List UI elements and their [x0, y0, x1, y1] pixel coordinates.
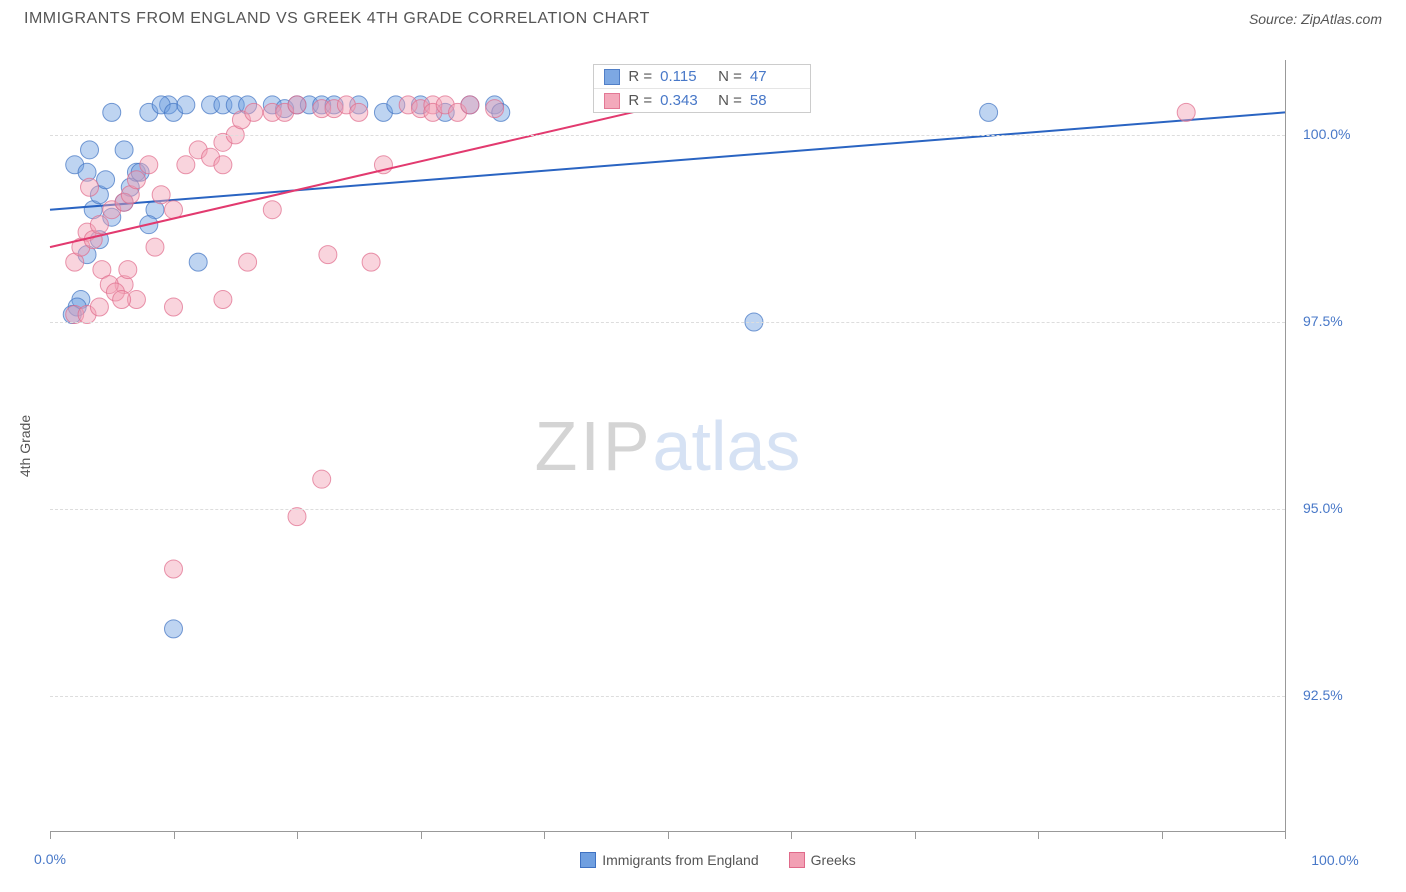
stats-r-label: R = [628, 92, 652, 109]
x-tick [50, 831, 51, 839]
scatter-point [113, 291, 131, 309]
x-tick [421, 831, 422, 839]
scatter-point [90, 216, 108, 234]
scatter-point [461, 96, 479, 114]
stats-swatch [604, 93, 620, 109]
scatter-point [313, 470, 331, 488]
source-name: ZipAtlas.com [1301, 11, 1382, 27]
scatter-point [103, 103, 121, 121]
scatter-point [239, 253, 257, 271]
x-tick [1162, 831, 1163, 839]
y-tick-label: 92.5% [1303, 687, 1343, 703]
y-tick-label: 100.0% [1303, 126, 1350, 142]
plot-svg [50, 60, 1285, 831]
stats-n-label: N = [718, 68, 742, 85]
scatter-point [350, 103, 368, 121]
chart-container: 4th Grade ZIPatlas R =0.115N =47R =0.343… [50, 60, 1386, 832]
scatter-point [486, 100, 504, 118]
legend-swatch-england [580, 852, 596, 868]
scatter-point [165, 560, 183, 578]
scatter-point [245, 103, 263, 121]
scatter-point [177, 96, 195, 114]
scatter-point [288, 508, 306, 526]
stats-n-value: 58 [750, 92, 800, 109]
scatter-point [177, 156, 195, 174]
scatter-point [1177, 103, 1195, 121]
stats-box: R = 0.115 N = 47 R = 0.343 N = 58 [593, 64, 811, 113]
scatter-point [214, 291, 232, 309]
stats-r-value: 0.115 [660, 68, 710, 85]
scatter-point [90, 298, 108, 316]
stats-n-label: N = [718, 92, 742, 109]
gridline [50, 322, 1285, 323]
source-label: Source: ZipAtlas.com [1249, 11, 1382, 27]
stats-r-label: R = [628, 68, 652, 85]
scatter-point [980, 103, 998, 121]
scatter-point [263, 201, 281, 219]
gridline [50, 135, 1285, 136]
gridline [50, 696, 1285, 697]
plot-area: ZIPatlas R =0.115N =47R =0.343N =58 92.5… [50, 60, 1286, 832]
y-tick-label: 97.5% [1303, 313, 1343, 329]
scatter-point [362, 253, 380, 271]
scatter-point [165, 620, 183, 638]
stats-row: R = 0.115 N = 47 [594, 65, 810, 89]
scatter-point [165, 201, 183, 219]
y-axis-label: 4th Grade [17, 415, 33, 477]
legend-swatch-greeks [789, 852, 805, 868]
scatter-point [288, 96, 306, 114]
scatter-point [115, 141, 133, 159]
x-tick [1038, 831, 1039, 839]
stats-row: R = 0.343 N = 58 [594, 89, 810, 112]
x-tick [915, 831, 916, 839]
scatter-point [214, 156, 232, 174]
legend-item-england: Immigrants from England [580, 852, 758, 868]
y-tick-label: 95.0% [1303, 500, 1343, 516]
scatter-point [146, 238, 164, 256]
scatter-point [97, 171, 115, 189]
scatter-point [81, 141, 99, 159]
stats-r-value: 0.343 [660, 92, 710, 109]
x-tick-label-right: 100.0% [1311, 852, 1358, 868]
scatter-point [140, 156, 158, 174]
gridline [50, 509, 1285, 510]
legend-label-england: Immigrants from England [602, 852, 758, 868]
x-tick [668, 831, 669, 839]
x-tick [297, 831, 298, 839]
source-prefix: Source: [1249, 11, 1301, 27]
x-tick [1285, 831, 1286, 839]
chart-title: IMMIGRANTS FROM ENGLAND VS GREEK 4TH GRA… [24, 10, 650, 28]
legend-item-greeks: Greeks [789, 852, 856, 868]
scatter-point [319, 246, 337, 264]
scatter-point [152, 186, 170, 204]
scatter-point [165, 298, 183, 316]
scatter-point [119, 261, 137, 279]
bottom-legend: Immigrants from England Greeks [50, 852, 1386, 868]
x-tick [791, 831, 792, 839]
x-tick [174, 831, 175, 839]
legend-label-greeks: Greeks [811, 852, 856, 868]
stats-n-value: 47 [750, 68, 800, 85]
scatter-point [127, 171, 145, 189]
x-tick [544, 831, 545, 839]
scatter-point [189, 253, 207, 271]
stats-swatch [604, 69, 620, 85]
scatter-point [81, 178, 99, 196]
